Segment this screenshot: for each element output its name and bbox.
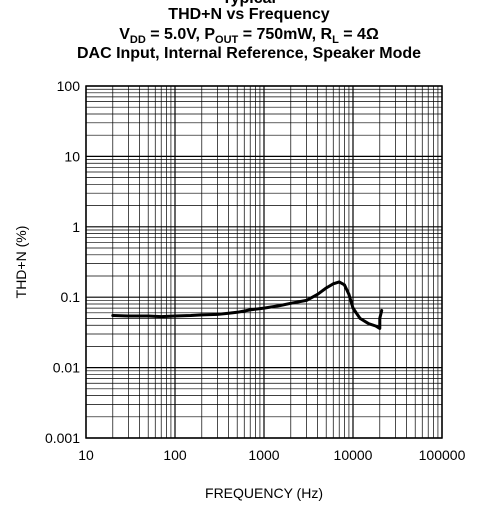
rl-subscript: L: [332, 34, 339, 46]
x-axis-label: FREQUENCY (Hz): [205, 485, 323, 501]
vdd-symbol: V: [119, 26, 130, 43]
pout-value: = 750mW,: [238, 26, 321, 43]
x-tick-label: 10: [78, 447, 94, 463]
x-tick-label: 100000: [419, 447, 466, 463]
chart-conditions: VDD = 5.0V, POUT = 750mW, RL = 4Ω: [0, 26, 498, 46]
rl-value: = 4Ω: [338, 26, 379, 43]
chart-supertitle: Typical: [0, 0, 498, 8]
y-tick-label: 1: [72, 219, 80, 235]
series-layer: [111, 280, 384, 330]
y-tick-label: 10: [64, 148, 80, 164]
vdd-value: = 5.0V,: [145, 26, 205, 43]
tick-labels: 10 100 1000 10000 100000 0.001 0.01 0.1 1 10 100: [45, 78, 466, 463]
x-tick-label: 10000: [334, 447, 373, 463]
rl-symbol: R: [320, 26, 333, 43]
chart-mode: DAC Input, Internal Reference, Speaker M…: [76, 45, 422, 62]
y-tick-label: 0.001: [45, 430, 80, 446]
y-tick-label: 0.1: [61, 289, 81, 305]
chart-title: THD+N vs Frequency: [168, 6, 330, 23]
pout-subscript: OUT: [215, 34, 239, 46]
x-tick-label: 1000: [248, 447, 279, 463]
thdn-curve: [111, 280, 384, 330]
vdd-subscript: DD: [129, 34, 146, 46]
y-tick-label: 100: [57, 78, 81, 94]
pout-symbol: P: [204, 26, 216, 43]
x-tick-label: 100: [163, 447, 187, 463]
plot-frame: [85, 85, 443, 439]
y-tick-label: 0.01: [53, 360, 80, 376]
grid: [85, 85, 443, 439]
y-axis-label: THD+N (%): [13, 226, 29, 299]
